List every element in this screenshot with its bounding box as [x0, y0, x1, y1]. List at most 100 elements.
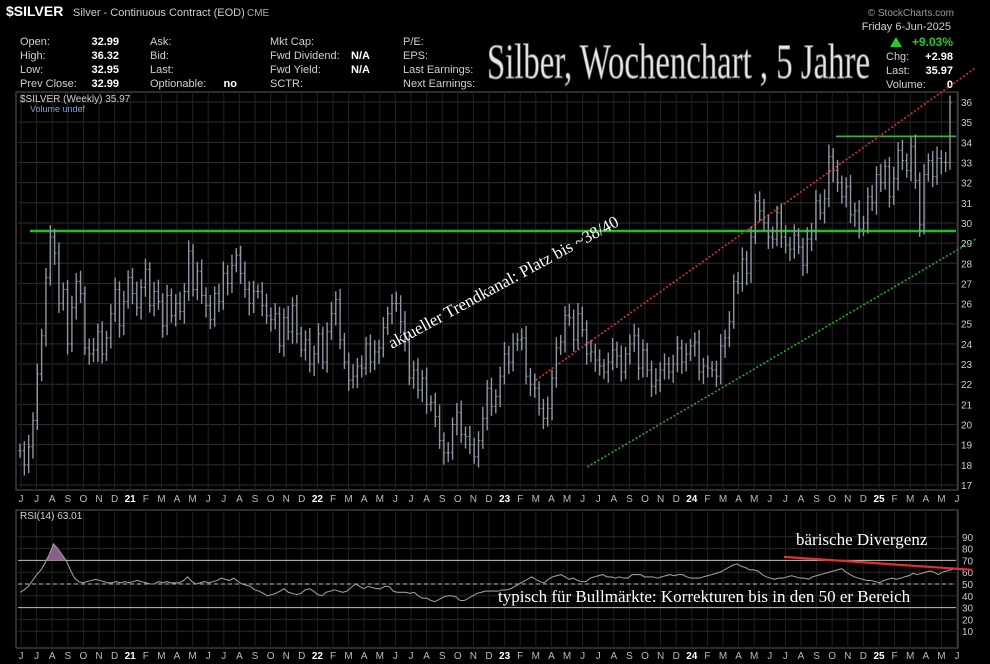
rsi-x-tick-label: A — [423, 651, 430, 662]
mkt-cap-label: Mkt Cap: — [270, 36, 314, 48]
price-y-tick-label: 32 — [961, 179, 973, 190]
divergence-annotation: bärische Divergenz — [796, 530, 928, 549]
rsi-x-tick-label: M — [563, 651, 571, 662]
price-x-tick-label: O — [641, 494, 649, 505]
high-label: High: — [20, 50, 46, 62]
price-x-tick-label: M — [344, 494, 352, 505]
rsi-x-tick-label: A — [361, 651, 368, 662]
price-y-tick-label: 26 — [961, 300, 973, 311]
rsi-x-tick-label: S — [626, 651, 633, 662]
price-y-tick-label: 25 — [961, 320, 973, 331]
rsi-y-tick-label: 60 — [962, 568, 974, 579]
price-y-tick-label: 21 — [961, 400, 973, 411]
chg-value: +2.98 — [925, 51, 953, 63]
chart-title-annotation: Silber, Wochenchart , 5 Jahre — [487, 33, 870, 89]
rsi-overbought-fill — [45, 543, 67, 561]
rsi-y-tick-label: 50 — [962, 580, 974, 591]
rsi-y-tick-label: 30 — [962, 604, 974, 615]
rsi-x-tick-label: F — [704, 651, 710, 662]
fwd-dividend-value: N/A — [351, 50, 370, 62]
rsi-line — [19, 542, 956, 603]
rsi-x-tick-label: O — [828, 651, 836, 662]
change-pct: +9.03% — [912, 35, 953, 49]
price-series — [18, 95, 952, 476]
rsi-x-tick-label: A — [610, 651, 617, 662]
fwd-dividend-label: Fwd Dividend: — [270, 50, 340, 62]
rsi-x-tick-label: J — [221, 651, 226, 662]
watermark: © StockCharts.com — [868, 8, 954, 19]
price-y-tick-label: 27 — [961, 279, 973, 290]
price-x-tick-label: M — [750, 494, 758, 505]
chg-label: Chg: — [886, 51, 909, 63]
high-value: 36.32 — [91, 50, 119, 62]
low-value: 32.95 — [91, 64, 119, 76]
rsi-x-tick-label: F — [330, 651, 336, 662]
price-x-tick-label: N — [657, 494, 664, 505]
price-x-tick-label: O — [80, 494, 88, 505]
price-x-tick-label: J — [206, 494, 211, 505]
price-x-tick-label: N — [844, 494, 851, 505]
rsi-x-tick-label: J — [580, 651, 585, 662]
rsi-y-tick-label: 20 — [962, 615, 974, 626]
eps-label: EPS: — [403, 50, 428, 62]
price-x-tick-label: 22 — [312, 494, 324, 505]
price-x-tick-label: J — [955, 494, 960, 505]
rsi-x-tick-label: N — [470, 651, 477, 662]
rsi-x-tick-label: S — [252, 651, 259, 662]
rsi-x-tick-label: A — [798, 651, 805, 662]
pe-label: P/E: — [403, 36, 424, 48]
rsi-x-tick-label: D — [860, 651, 867, 662]
rsi-x-tick-label: 24 — [686, 651, 698, 662]
rsi-x-tick-label: M — [719, 651, 727, 662]
rsi-x-tick-label: A — [922, 651, 929, 662]
symbol: $SILVER — [6, 3, 63, 19]
rsi-x-axis: J J A S O N D 21 F M A M J J A S O N D 22 F M A M J J A S O N D 23 F M A M J… — [19, 651, 960, 662]
last-price-label: Last: — [886, 65, 910, 77]
price-y-tick-label: 35 — [961, 118, 973, 129]
price-y-tick-label: 20 — [961, 421, 973, 432]
rsi-x-tick-label: 22 — [312, 651, 324, 662]
price-x-tick-label: O — [828, 494, 836, 505]
rsi-x-tick-label: J — [596, 651, 601, 662]
price-legend: $SILVER (Weekly) 35.97 — [20, 94, 131, 105]
rsi-grid — [18, 510, 958, 648]
last-earnings-label: Last Earnings: — [403, 64, 473, 76]
price-x-tick-label: S — [813, 494, 820, 505]
prev-close-label: Prev Close: — [20, 78, 77, 90]
price-y-axis: 17 18 19 20 21 22 23 24 25 26 27 28 29 30 31 32 33 34 35 36 — [961, 98, 973, 492]
rsi-x-tick-label: O — [267, 651, 275, 662]
rsi-x-tick-label: J — [955, 651, 960, 662]
price-x-tick-label: A — [798, 494, 805, 505]
price-x-tick-label: J — [221, 494, 226, 505]
rsi-x-tick-label: M — [937, 651, 945, 662]
open-value: 32.99 — [91, 36, 119, 48]
price-x-tick-label: J — [393, 494, 398, 505]
rsi-x-tick-label: 23 — [499, 651, 511, 662]
price-x-tick-label: J — [767, 494, 772, 505]
description: Silver - Continuous Contract (EOD) — [73, 7, 245, 19]
rsi-legend: RSI(14) 63.01 — [20, 511, 83, 522]
price-y-tick-label: 23 — [961, 360, 973, 371]
rsi-x-tick-label: M — [344, 651, 352, 662]
rsi-x-tick-label: M — [157, 651, 165, 662]
price-x-tick-label: A — [361, 494, 368, 505]
price-x-tick-label: J — [19, 494, 24, 505]
rsi-x-tick-label: M — [532, 651, 540, 662]
price-x-tick-label: D — [298, 494, 305, 505]
price-x-tick-label: J — [783, 494, 788, 505]
rsi-x-tick-label: 21 — [125, 651, 137, 662]
price-x-tick-label: 23 — [499, 494, 511, 505]
price-x-tick-label: F — [143, 494, 149, 505]
rsi-x-tick-label: M — [188, 651, 196, 662]
price-x-tick-label: D — [860, 494, 867, 505]
price-x-tick-label: J — [34, 494, 39, 505]
up-arrow-icon — [890, 37, 902, 47]
price-x-tick-label: J — [580, 494, 585, 505]
price-y-tick-label: 30 — [961, 219, 973, 230]
price-x-tick-label: J — [596, 494, 601, 505]
price-x-tick-label: O — [454, 494, 462, 505]
rsi-x-tick-label: A — [49, 651, 56, 662]
price-x-tick-label: F — [892, 494, 898, 505]
